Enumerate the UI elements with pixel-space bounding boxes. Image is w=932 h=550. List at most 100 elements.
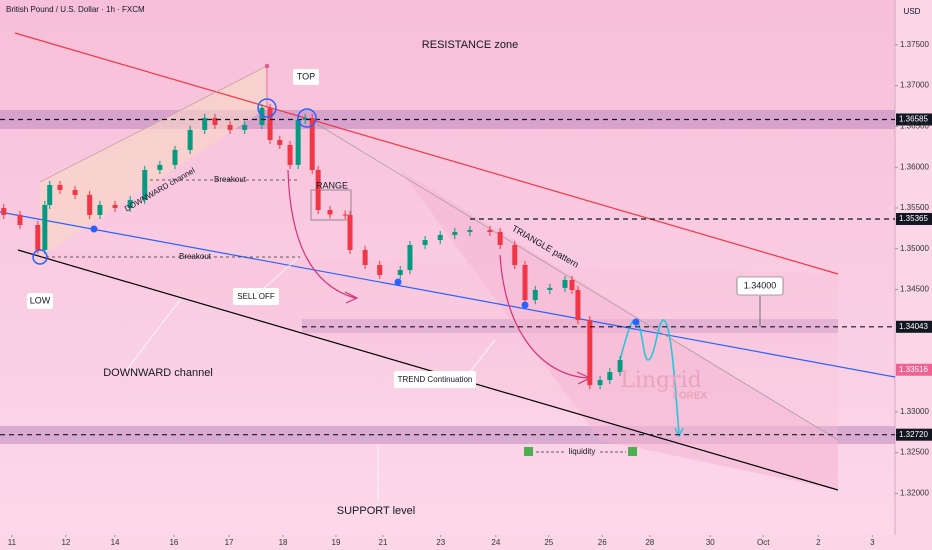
touch-point: [394, 278, 402, 286]
candle-body: [277, 139, 283, 145]
y-tick-label: 1.37000: [900, 81, 929, 90]
touch-point: [90, 225, 98, 233]
candle-body: [512, 244, 518, 265]
candle-body: [487, 229, 493, 232]
candle-body: [617, 360, 623, 373]
peak-dot: [264, 63, 270, 69]
candle-body: [287, 144, 293, 165]
candle-body: [342, 214, 348, 216]
candle-body: [172, 149, 178, 165]
low-marker: [32, 249, 48, 265]
y-tick-label: 1.37500: [900, 40, 929, 49]
candle-body: [397, 270, 403, 276]
x-tick-label: 26: [598, 538, 607, 547]
annotation: DOWNWARD channel: [103, 367, 213, 379]
candle-body: [597, 380, 603, 386]
touch-point: [521, 301, 529, 309]
x-tick-label: 19: [332, 538, 341, 547]
annotation: Breakout: [179, 252, 212, 261]
label-box: [293, 69, 319, 85]
projection-head: [674, 427, 684, 438]
level-label: 1.35365: [899, 214, 928, 223]
candle-body: [97, 204, 103, 215]
candle-body: [562, 279, 568, 288]
candle-body: [467, 229, 473, 232]
level-label: 1.34043: [899, 322, 928, 331]
annotation: RESISTANCE zone: [422, 39, 518, 51]
level-box: [896, 363, 932, 376]
candle-body: [72, 189, 78, 195]
level-label: 1.36585: [899, 115, 928, 124]
candle-body: [522, 264, 528, 301]
candle-body: [532, 290, 538, 301]
candle-body: [1, 207, 7, 215]
y-tick-label: 1.33000: [900, 407, 929, 416]
range-box: [310, 189, 352, 221]
candle-body: [422, 240, 428, 245]
candle-body: [267, 107, 273, 140]
chart-title: British Pound / U.S. Dollar · 1h · FXCM: [6, 5, 145, 14]
level-box: [896, 428, 932, 441]
y-tick-label: 1.36500: [900, 122, 929, 131]
candle-body: [157, 164, 163, 170]
ascending-channel-fill: [40, 66, 267, 257]
candle-body: [212, 117, 218, 125]
price-axis-bg: [895, 0, 932, 550]
y-tick-label: 1.34500: [900, 285, 929, 294]
candle-body: [362, 249, 368, 265]
pointer-line: [124, 299, 181, 373]
candle-body: [309, 117, 315, 170]
label-box: [233, 288, 279, 305]
level-box: [896, 320, 932, 333]
annotation: 1.34000: [744, 280, 777, 290]
candle-body: [587, 320, 593, 386]
annotation: Breakout: [214, 175, 247, 184]
candle-body: [57, 184, 63, 190]
blue-trendline: [0, 211, 896, 378]
support-trendline: [17, 249, 839, 491]
x-tick-label: 12: [61, 538, 70, 547]
y-tick-label: 1.35000: [900, 244, 929, 253]
candle-body: [607, 372, 613, 381]
candle-body: [377, 264, 383, 276]
touch-point: [632, 318, 640, 326]
y-tick-label: 1.35500: [900, 203, 929, 212]
candle-body: [569, 279, 575, 291]
x-tick-label: 11: [8, 538, 17, 547]
arrow: [287, 169, 356, 299]
candle-body: [127, 199, 133, 208]
annotation: TOP: [297, 71, 315, 81]
y-tick-label: 1.36000: [900, 162, 929, 171]
candle-body: [302, 117, 308, 120]
x-tick-label: 18: [279, 538, 288, 547]
candle-body: [242, 124, 248, 130]
annotation: RANGE: [316, 180, 348, 190]
resistance-trendline: [14, 32, 839, 275]
candle-body: [437, 234, 443, 241]
check-icon: [524, 447, 533, 456]
candle-body: [347, 214, 353, 250]
channel-line: [39, 65, 268, 183]
candle-body: [452, 231, 458, 235]
axes: 1.37500 1.37000 1.36500 1.36000 1.35500 1.350…: [8, 40, 930, 547]
brand: Lingrid: [620, 368, 702, 393]
candle-body: [259, 107, 265, 125]
candle-body: [187, 129, 193, 150]
annotation: TREND Continuation: [398, 375, 473, 384]
candle-body: [315, 169, 321, 211]
level-box: [896, 113, 932, 126]
arrow: [499, 254, 589, 379]
candle-body: [575, 290, 581, 321]
label-box: [27, 293, 53, 309]
candle-body: [17, 214, 23, 226]
levels: 1.36585 1.35365 1.34043 1.33516 1.32720: [0, 113, 932, 441]
label-box: [736, 276, 784, 296]
x-tick-label: Oct: [757, 538, 770, 547]
x-tick-label: 16: [169, 538, 178, 547]
check-icon: [628, 447, 637, 456]
candle-body: [202, 117, 208, 130]
candle-body: [35, 225, 41, 250]
candle-body: [327, 210, 333, 215]
candle-body: [295, 119, 301, 165]
